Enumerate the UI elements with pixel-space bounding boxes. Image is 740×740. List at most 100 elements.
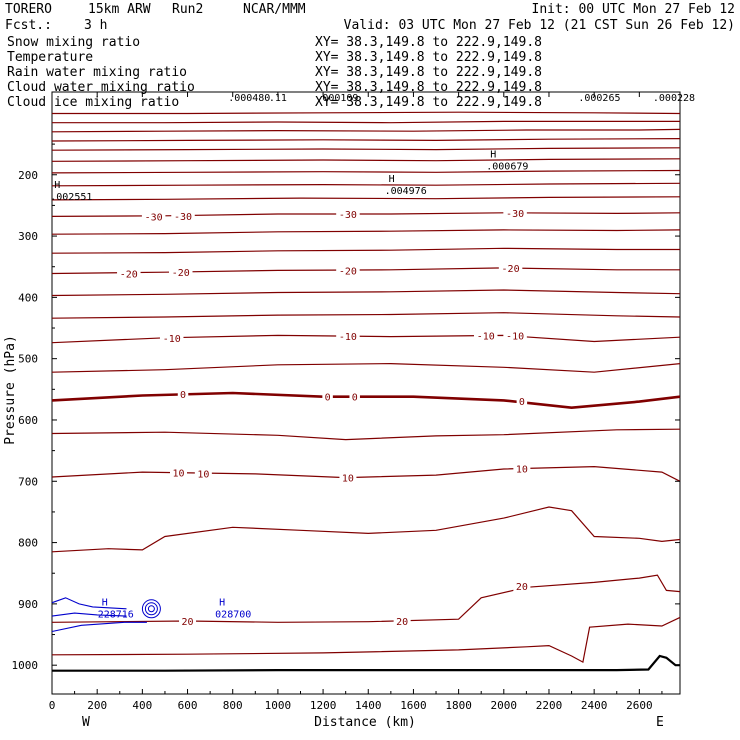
temperature-contour: [51, 574, 681, 623]
temperature-contour: [51, 506, 681, 553]
contour-label-bg: [516, 394, 528, 407]
temperature-contour: [51, 334, 681, 344]
contour-label: 0: [519, 397, 525, 408]
x-tick-label: 2600: [626, 699, 653, 712]
top-value: .000265: [578, 93, 620, 104]
temperature-contour: [51, 391, 681, 410]
cloud-water-ring: [147, 605, 155, 613]
top-values: .000480.11 .000109 .000265 .000228: [228, 93, 695, 104]
temperature-contour: [51, 267, 680, 275]
x-tick-label: 400: [132, 699, 152, 712]
extremum-mark: H: [102, 598, 108, 609]
field-xy: XY= 38.3,149.8 to 222.9,149.8: [315, 35, 542, 50]
x-tick-label: 0: [49, 699, 56, 712]
contour-label-bg: [177, 388, 189, 401]
temperature-contour: [51, 616, 681, 664]
field-xy: XY= 38.3,149.8 to 222.9,149.8: [315, 65, 542, 80]
contour-label: -20: [339, 266, 357, 277]
contour-label: -30: [174, 212, 192, 223]
contour-label: -20: [120, 269, 138, 280]
contour-label-bg: [170, 466, 188, 479]
temperature-contour: [51, 158, 681, 162]
extremum-mark: H: [54, 180, 60, 191]
temperature-contour: [51, 289, 681, 297]
x-tick-label: 600: [178, 699, 198, 712]
contour-label-bg: [339, 471, 357, 484]
contour-label: -20: [502, 264, 520, 275]
contour-label: -10: [506, 331, 524, 342]
temperature-contour: [51, 465, 681, 482]
contour-label-bg: [194, 467, 212, 480]
contour-label-bg: [141, 210, 166, 223]
plot-area: -30 -30 -30 -30 -20 -20 -20 -20 -10 -10 -10 -10 0 0 0 0…: [50, 111, 681, 672]
contour-label: -30: [339, 210, 357, 221]
contour-label-bg: [503, 329, 527, 342]
contour-label-bg: [336, 329, 360, 342]
contour-label: 0: [325, 393, 331, 404]
x-tick-label: 1000: [265, 699, 292, 712]
y-tick-label: 400: [18, 291, 38, 304]
cloud-water-contour: [51, 621, 147, 633]
temperature-contours: [51, 111, 681, 664]
temperature-contour: [51, 247, 680, 254]
temperature-contour: [51, 229, 681, 235]
top-value: .000109: [316, 93, 358, 104]
contour-label: 20: [182, 617, 194, 628]
west-label: W: [82, 715, 90, 730]
field-name: Rain water mixing ratio: [7, 65, 187, 80]
contour-label: -10: [477, 331, 495, 342]
contour-label-bg: [322, 390, 333, 403]
valid-time: Valid: 03 UTC Mon 27 Feb 12 (21 CST Sun …: [344, 18, 735, 33]
y-tick-label: 200: [18, 169, 38, 182]
x-tick-label: 200: [87, 699, 107, 712]
contour-label: 0: [352, 393, 358, 404]
forecast-hours: 3 h: [84, 18, 107, 33]
east-label: E: [656, 715, 664, 730]
field-name: Cloud ice mixing ratio: [7, 95, 179, 110]
cloud-water-contour: [51, 612, 127, 617]
contour-label-bg: [513, 580, 531, 593]
y-tick-label: 500: [18, 353, 38, 366]
run-name: Run2: [172, 2, 203, 17]
temperature-contour: [51, 428, 681, 441]
cloud-water-contour: [51, 597, 127, 610]
x-tick-label: 2200: [536, 699, 563, 712]
contour-label: -10: [163, 334, 181, 345]
contour-label-bg: [336, 264, 360, 277]
contour-label-bg: [473, 329, 498, 342]
contour-label: 0: [180, 390, 186, 401]
contour-label-bg: [159, 331, 184, 344]
temperature-contour: [51, 362, 681, 373]
top-value: .000480: [228, 93, 270, 104]
contour-label: 20: [396, 617, 408, 628]
x-tick-label: 1800: [445, 699, 472, 712]
extremum-value: 228716: [98, 610, 134, 621]
terrain-surface: [52, 654, 680, 672]
extremum-value: 028700: [215, 610, 251, 621]
contour-label: 10: [516, 464, 528, 475]
contour-label-bg: [171, 209, 195, 222]
contour-label-bg: [393, 615, 411, 628]
temperature-contour: [51, 147, 681, 151]
contour-label: -30: [506, 209, 524, 220]
contour-label: -30: [145, 212, 163, 223]
cloud-water-contours: [51, 597, 161, 633]
contour-label: -10: [339, 332, 357, 343]
field-xy: XY= 38.3,149.8 to 222.9,149.8: [315, 50, 542, 65]
y-tick-label: 800: [18, 537, 38, 550]
x-axis-label: Distance (km): [314, 715, 416, 730]
x-tick-label: 1400: [355, 699, 382, 712]
y-tick-label: 300: [18, 230, 38, 243]
temperature-contour: [51, 128, 681, 133]
temperature-contour: [51, 196, 681, 201]
y-tick-label: 900: [18, 598, 38, 611]
extremum-mark: H: [490, 150, 496, 161]
contour-label-bg: [117, 267, 141, 280]
contour-label-bg: [503, 206, 527, 219]
contour-label-bg: [179, 615, 197, 628]
contour-label: 20: [516, 582, 528, 593]
contour-label: 10: [342, 474, 354, 485]
cloud-water-ring: [144, 602, 158, 616]
